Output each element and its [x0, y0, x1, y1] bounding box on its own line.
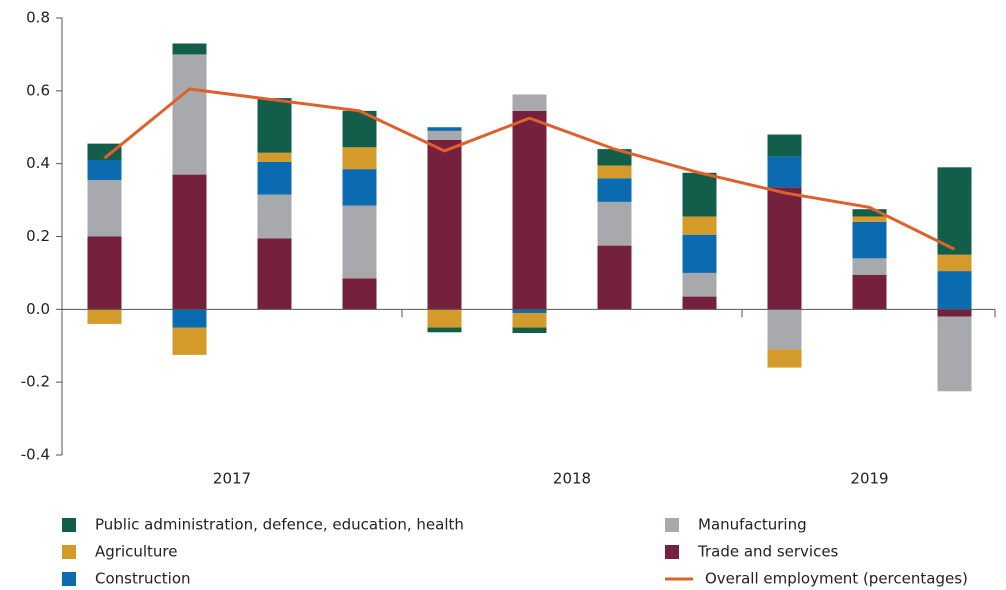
bar-segment [682, 296, 717, 310]
y-tick-label: -0.4 [21, 446, 50, 464]
bar-segment [937, 167, 972, 255]
legend-label: Manufacturing [698, 516, 807, 534]
bar-segment [87, 160, 122, 181]
bar-segment [682, 272, 717, 297]
legend-swatch [665, 518, 679, 532]
bar-segment [597, 201, 632, 246]
bar-segment [87, 180, 122, 237]
bar-segment [427, 130, 462, 140]
bar-segment [172, 43, 207, 55]
bar-segment [852, 221, 887, 259]
bar-segment [852, 274, 887, 310]
bar-segment [767, 134, 802, 157]
x-group-label: 2019 [850, 470, 888, 488]
legend-swatch [665, 545, 679, 559]
legend-label: Construction [95, 570, 191, 588]
bar-segment [172, 327, 207, 355]
bar-segment [767, 156, 802, 188]
bar-segment [172, 174, 207, 310]
bar-segment [937, 254, 972, 272]
bar-segment [937, 316, 972, 392]
bar-segment [427, 139, 462, 310]
bar-segment [512, 312, 547, 328]
y-tick-label: 0.0 [26, 300, 50, 318]
x-group-label: 2017 [213, 470, 251, 488]
bar-segment [342, 169, 377, 206]
bar-segment [512, 309, 547, 313]
y-tick-label: 0.2 [26, 227, 50, 245]
bar-segment [342, 205, 377, 279]
bar-segment [767, 187, 802, 310]
bar-segment [427, 127, 462, 131]
bar-segment [257, 161, 292, 195]
bar-segment [852, 258, 887, 275]
bar-segment [597, 165, 632, 179]
bar-segment [257, 152, 292, 162]
bar-segment [172, 309, 207, 328]
bar-segment [597, 178, 632, 202]
bar-segment [512, 110, 547, 310]
bar-segment [937, 271, 972, 310]
bar-segment [87, 236, 122, 310]
y-tick-label: -0.2 [21, 373, 50, 391]
bar-segment [512, 327, 547, 334]
bar-segment [682, 234, 717, 273]
bar-segment [257, 194, 292, 239]
legend-label: Overall employment (percentages) [705, 570, 968, 588]
legend-label: Trade and services [697, 543, 839, 561]
line-series [103, 87, 956, 251]
bar-segment [172, 54, 207, 175]
bar-segment [87, 143, 122, 161]
bar-segment [87, 309, 122, 324]
bar-segment [342, 278, 377, 310]
y-tick-label: 0.4 [26, 154, 50, 172]
legend-label: Agriculture [95, 543, 178, 561]
bar-segment [427, 327, 462, 333]
bar-segment [767, 309, 802, 350]
bar-segment [852, 209, 887, 217]
legend-swatch [62, 518, 76, 532]
bar-segment [257, 98, 292, 153]
bar-segment [427, 309, 462, 328]
legend-swatch [62, 545, 76, 559]
bar-segment [937, 309, 972, 317]
bar-segment [682, 216, 717, 235]
bar-segment [597, 245, 632, 310]
x-group-label: 2018 [553, 470, 591, 488]
y-tick-label: 0.6 [26, 81, 50, 99]
bar-segment [597, 149, 632, 166]
bar-segment [342, 147, 377, 170]
bar-segment [257, 238, 292, 310]
bar-segment [512, 94, 547, 111]
legend-label: Public administration, defence, educatio… [95, 516, 464, 534]
y-tick-label: 0.8 [26, 9, 50, 27]
bar-segment [682, 172, 717, 217]
bar-segment [852, 216, 887, 222]
bar-segment [767, 349, 802, 368]
legend-swatch [62, 572, 76, 586]
